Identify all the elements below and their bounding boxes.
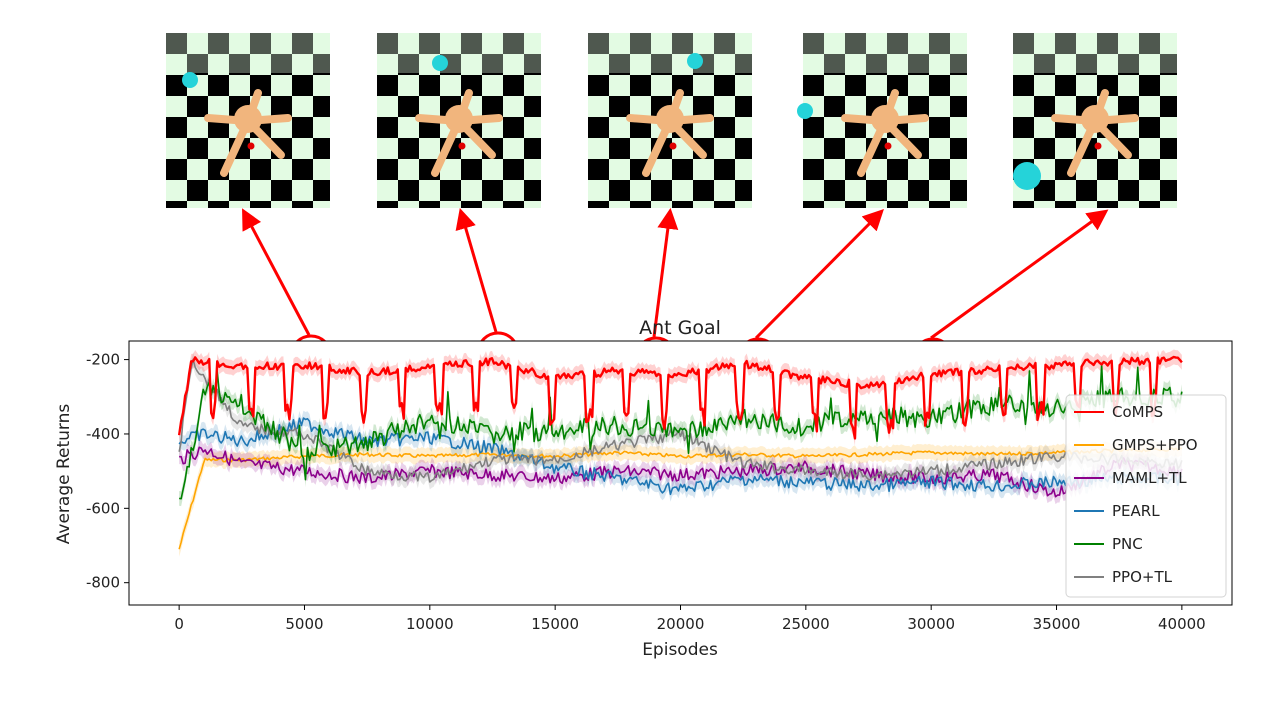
y-tick-label: -400: [86, 425, 120, 443]
ant-robot: [204, 89, 292, 177]
ant-marker: [458, 142, 466, 150]
legend-box: [1065, 394, 1227, 598]
legend-label: CoMPS: [1112, 403, 1163, 421]
line-chart: Ant Goal 0 5000 10000 15000 20000 25000 30000 3…: [54, 317, 1233, 660]
legend-label: GMPS+PPO: [1112, 436, 1198, 454]
ant-robot: [415, 89, 503, 177]
series-lines: [177, 355, 1183, 550]
x-tick-label: 5000: [285, 615, 323, 633]
ant-marker: [1094, 142, 1102, 150]
ant-robot: [626, 89, 714, 177]
x-tick-label: 25000: [782, 615, 830, 633]
ant-body: [445, 105, 473, 133]
y-tick-label: -200: [86, 351, 120, 369]
x-tick-label: 15000: [531, 615, 579, 633]
legend-label: MAML+TL: [1112, 469, 1187, 487]
pointer-arrow: [455, 207, 498, 333]
x-tick-label: 35000: [1033, 615, 1081, 633]
pointer-arrow: [652, 207, 679, 338]
floor-haze: [1013, 33, 1177, 73]
ant-body: [1081, 105, 1109, 133]
snapshot-panel: [377, 33, 541, 208]
y-axis-label: Average Returns: [54, 404, 74, 545]
goal-ball: [797, 103, 813, 119]
ant-marker: [669, 142, 677, 150]
chart-title: Ant Goal: [639, 317, 721, 339]
series-line: [178, 417, 1183, 496]
snapshot-panel: [166, 33, 330, 208]
legend-label: PNC: [1112, 535, 1143, 553]
ant-body: [871, 105, 899, 133]
series-line: [178, 363, 1183, 500]
x-tick-label: 20000: [657, 615, 705, 633]
goal-ball: [432, 55, 448, 71]
y-tick-label: -600: [86, 499, 120, 517]
ant-body: [234, 105, 262, 133]
x-axis-label: Episodes: [642, 640, 718, 660]
series-line: [178, 358, 1183, 483]
ant-robot: [1051, 89, 1139, 177]
legend-label: PPO+TL: [1112, 568, 1173, 586]
floor-haze: [377, 33, 541, 73]
ant-body: [656, 105, 684, 133]
snapshot-panel: [1013, 33, 1177, 208]
series-line: [178, 447, 1182, 550]
floor-haze: [588, 33, 752, 73]
goal-ball: [1013, 162, 1041, 190]
goal-ball: [687, 53, 703, 69]
pointer-arrow: [930, 209, 1109, 340]
x-axis-ticks: 0 5000 10000 15000 20000 25000 30000 35000 40000: [174, 605, 1206, 633]
pointer-arrow: [242, 208, 311, 336]
pointer-arrow: [754, 209, 884, 340]
goal-ball: [182, 72, 198, 88]
x-tick-label: 0: [174, 615, 184, 633]
legend-label: PEARL: [1112, 502, 1160, 520]
floor-haze: [166, 33, 330, 73]
series-band: [179, 357, 1182, 507]
legend: CoMPS GMPS+PPO MAML+TL PEARL PNC PPO+TL: [1065, 394, 1227, 598]
y-tick-label: -800: [86, 574, 120, 592]
y-axis-ticks: -200 -400 -600 -800: [86, 351, 129, 592]
snapshot-panels: [166, 33, 1177, 208]
x-tick-label: 30000: [907, 615, 955, 633]
ant-robot: [841, 89, 929, 177]
x-tick-label: 10000: [406, 615, 454, 633]
snapshot-panel: [797, 33, 967, 208]
series-line: [177, 355, 1183, 440]
ant-marker: [884, 142, 892, 150]
snapshot-panel: [588, 33, 752, 208]
floor-haze: [803, 33, 967, 73]
series-band: [179, 349, 1182, 446]
ant-marker: [247, 142, 255, 150]
x-tick-label: 40000: [1158, 615, 1206, 633]
